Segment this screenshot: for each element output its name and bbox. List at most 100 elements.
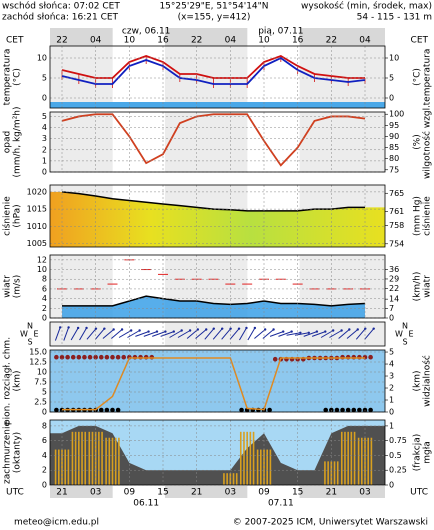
cet-hour: 22: [326, 36, 337, 46]
y2-tick-label: 85: [389, 143, 399, 152]
y2-label: (frakcja): [413, 434, 423, 472]
y-tick-label: 8: [42, 421, 47, 430]
cloud-dot: [267, 407, 272, 413]
cloud-dot: [149, 354, 155, 360]
y-label: zachmurzenie: [3, 421, 13, 485]
panel-frame: [49, 321, 386, 347]
wind-arrow-head: [356, 328, 359, 331]
visibility-line: [62, 357, 365, 411]
fog-bar: [256, 449, 259, 485]
wind-arrow: [79, 327, 87, 341]
fog-bar: [246, 431, 248, 485]
y2-tick-label: 754: [389, 239, 404, 248]
cloud-dot: [98, 354, 104, 360]
cloud-dot: [98, 407, 104, 413]
y2-label: widzialność: [422, 355, 433, 407]
utc-hour: 03: [90, 488, 101, 498]
y-tick-label: 2: [42, 466, 47, 475]
cloud-dot: [239, 407, 244, 413]
wind-arrow: [143, 331, 158, 337]
wind-arrow: [294, 332, 309, 336]
cloud-dot: [334, 407, 340, 413]
cloud-dot: [115, 407, 121, 413]
y2-tick-label: 0.75: [389, 436, 407, 445]
cloud-dot: [368, 354, 373, 360]
wind-arrow-head: [229, 327, 232, 330]
y2-label: wilgotność wzgl.: [422, 105, 433, 179]
cet-label: CET: [411, 36, 429, 46]
y-tick-label: 10: [37, 54, 47, 63]
pressure-area: [50, 191, 385, 247]
y2-tick-label: 95: [389, 121, 399, 130]
wind-arrow: [247, 327, 256, 341]
fog-bar: [340, 431, 343, 485]
wind-arrow: [204, 328, 215, 340]
fog-bar: [243, 431, 245, 485]
fog-bar: [223, 473, 225, 485]
night-band: [164, 486, 248, 498]
y-tick-label: 10: [37, 265, 47, 274]
wind-arrow: [127, 330, 140, 338]
fog-bar: [252, 431, 255, 485]
wind-arrow: [212, 328, 223, 340]
fog-bar: [64, 449, 66, 485]
y2-tick-label: 3: [389, 372, 394, 381]
cet-date: pią, 07.11: [258, 27, 303, 37]
y-tick-label: 0: [42, 408, 47, 417]
cloud-dot: [368, 407, 373, 413]
cloud-dot: [104, 407, 110, 413]
fog-bar: [263, 449, 265, 485]
cloud-dot: [357, 354, 362, 360]
cet-label: CET: [6, 36, 24, 46]
night-band: [50, 28, 113, 46]
night-band: [299, 322, 385, 346]
cloud-dot: [59, 354, 65, 360]
fog-bar: [101, 431, 103, 485]
y2-tick-label: 0: [389, 94, 394, 103]
wind-arrow-head: [205, 328, 208, 331]
utc-hour: 15: [292, 488, 303, 498]
wind-arrow: [102, 329, 114, 339]
panel-frame: [49, 45, 386, 109]
wind-arrow: [364, 328, 375, 340]
panel-frame: [49, 349, 386, 413]
fog-bar: [333, 461, 336, 485]
y-tick-label: 12: [37, 255, 47, 264]
fog-bar: [324, 461, 326, 485]
y2-tick-label: 761: [389, 207, 404, 216]
panel-frame: [49, 254, 386, 319]
fog-bar: [239, 431, 242, 485]
cet-hour: 22: [56, 36, 67, 46]
panel-frame: [49, 419, 386, 486]
y2-tick-label: 90: [389, 132, 399, 141]
fog-bar: [269, 449, 272, 485]
wind-arrow-head: [348, 328, 351, 331]
wind-arrow: [346, 329, 359, 339]
compass-label: S: [402, 338, 407, 347]
sunrise: wschód słońca: 07:02 CET: [2, 1, 120, 12]
compass-label: W: [20, 330, 28, 339]
fog-bar: [111, 437, 114, 485]
cet-hour: 04: [359, 36, 371, 46]
wind-arrow: [269, 331, 284, 337]
y-tick-label: 1010: [27, 222, 47, 231]
cet-hour: 16: [157, 36, 169, 46]
utc-date: 07.11: [268, 499, 294, 509]
cet-hour: 10: [258, 36, 270, 46]
y2-tick-label: 1: [389, 396, 394, 405]
cloud-dot: [54, 407, 59, 413]
panel-bg: [50, 350, 385, 412]
night-band: [50, 46, 113, 108]
cloud-dot: [340, 407, 345, 413]
cloud-dot: [345, 354, 351, 360]
y-tick-label: 1015: [27, 205, 47, 214]
wind-arrow: [355, 328, 366, 340]
y-tick-label: 15.0: [29, 348, 47, 357]
cloud-dot: [143, 354, 149, 360]
compass-label: W: [395, 330, 403, 339]
cloud-dot: [110, 354, 115, 360]
wind-arrow-head: [94, 327, 98, 330]
wind-arrow-head: [164, 330, 167, 333]
utc-hour: 21: [191, 488, 202, 498]
y2-label: (mm Hg): [413, 196, 423, 236]
